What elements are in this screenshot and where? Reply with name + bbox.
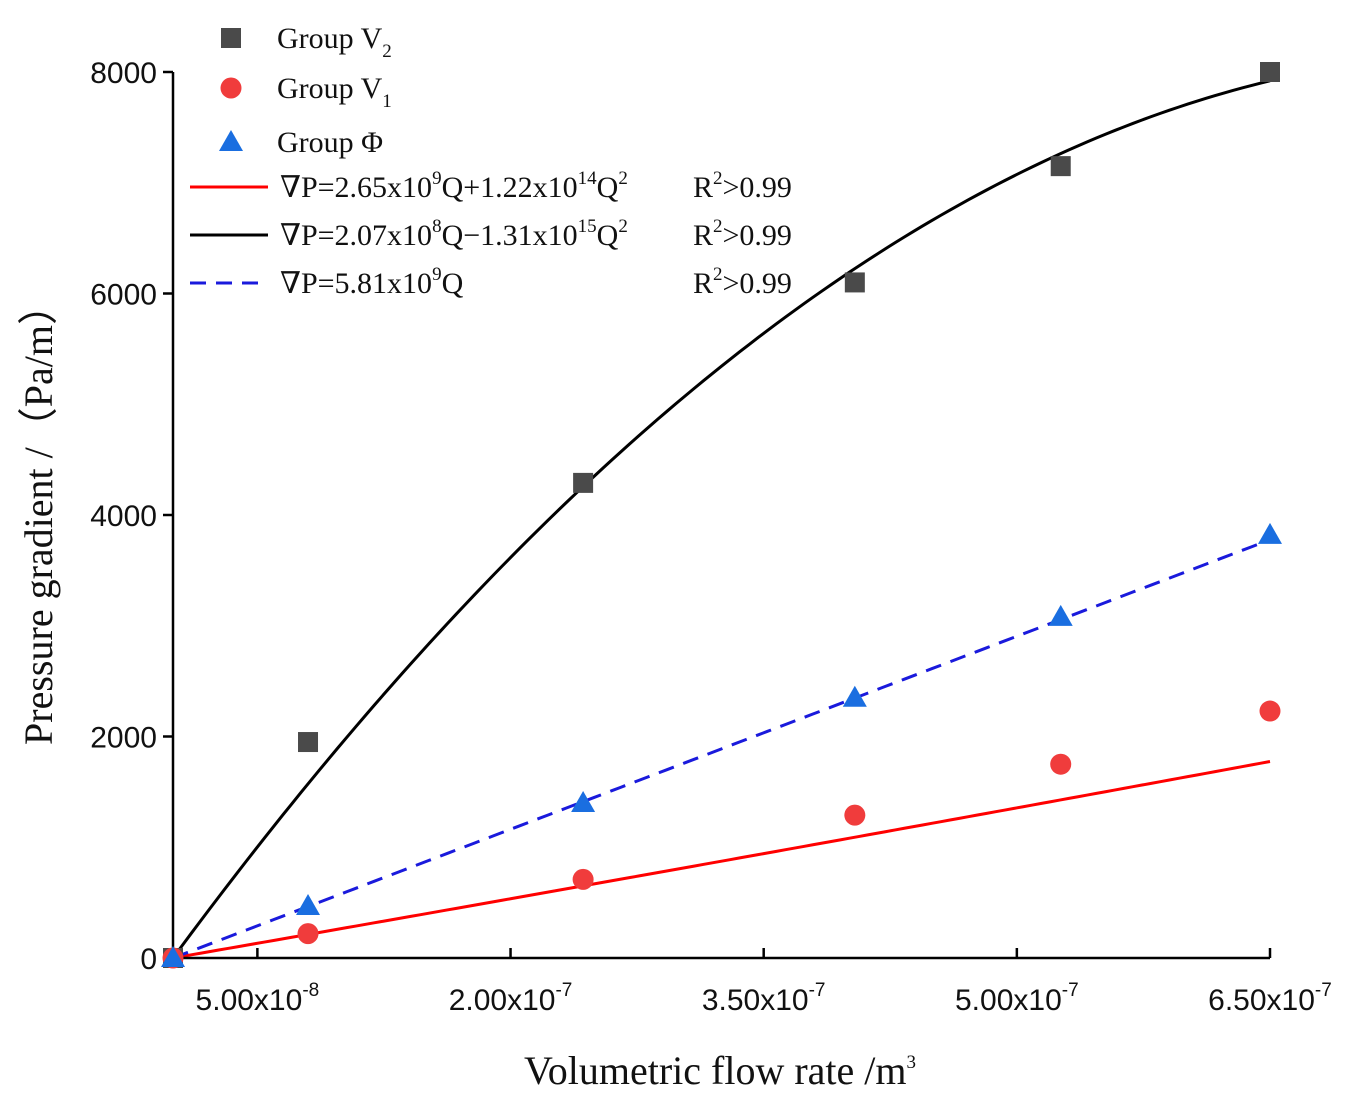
group-v1-point (1259, 700, 1281, 722)
y-axis-title: Pressure gradient /（Pa/m） (16, 285, 61, 745)
y-tick-label: 6000 (90, 279, 157, 312)
group-v1-point (572, 868, 594, 890)
group-v2-point (298, 732, 319, 753)
group-v1-point (297, 923, 319, 945)
group-point (1048, 604, 1073, 626)
group-v1-point (1050, 753, 1072, 775)
x-tick-label: 3.50x10-7 (702, 980, 826, 1017)
group-point (842, 685, 867, 707)
legend-label-group-v1: Group V1 (277, 72, 392, 112)
legend-r2-fit-2: R2>0.99 (693, 216, 792, 252)
legend-marker-group-v2 (221, 28, 241, 48)
legend-marker-group (219, 130, 243, 151)
axes (171, 72, 1270, 960)
group-v2-point (1050, 156, 1071, 177)
legend: Group V2 Group V1 Group Φ ∇P=2.65x109Q+1.22… (190, 22, 792, 300)
group-v2-point (844, 272, 865, 293)
x-tick-label: 5.00x10-8 (196, 980, 320, 1017)
x-axis-title: Volumetric flow rate /m3 (524, 1048, 916, 1093)
x-tick-label: 2.00x10-7 (449, 980, 573, 1017)
legend-label-group-v2: Group V2 (277, 22, 392, 62)
x-tick-label: 6.50x10-7 (1208, 980, 1332, 1017)
legend-label-fit-1: ∇P=2.65x109Q+1.22x1014Q2 (280, 168, 628, 204)
group-v2-point (573, 472, 594, 493)
legend-label-fit-3: ∇P=5.81x109Q (280, 264, 464, 300)
group-point (571, 790, 596, 812)
group-v2-point (1260, 62, 1280, 82)
legend-label-fit-2: ∇P=2.07x108Q−1.31x1015Q2 (280, 216, 628, 252)
legend-r2-fit-1: R2>0.99 (693, 168, 792, 204)
ticks: 0 2000 4000 6000 8000 5.00x10-8 2.00x10-7 3.50x… (90, 57, 1332, 1017)
group-point (161, 946, 185, 967)
fit-line-2 (171, 79, 1271, 959)
fit-line-3 (172, 538, 1271, 960)
y-tick-label: 2000 (90, 722, 157, 755)
fit-curves (171, 79, 1271, 960)
y-tick-label: 8000 (90, 57, 157, 90)
y-tick-label: 0 (140, 943, 157, 976)
legend-r2-fit-3: R2>0.99 (693, 264, 792, 300)
group-v1-point (844, 804, 866, 826)
x-tick-label: 5.00x10-7 (955, 980, 1079, 1017)
legend-label-group: Group Φ (277, 126, 383, 159)
fit-line-1 (172, 760, 1271, 960)
y-tick-label: 4000 (90, 500, 157, 533)
legend-marker-group-v1 (220, 77, 242, 99)
data-points (161, 62, 1282, 969)
group-point (1258, 522, 1282, 544)
group-point (296, 893, 321, 915)
